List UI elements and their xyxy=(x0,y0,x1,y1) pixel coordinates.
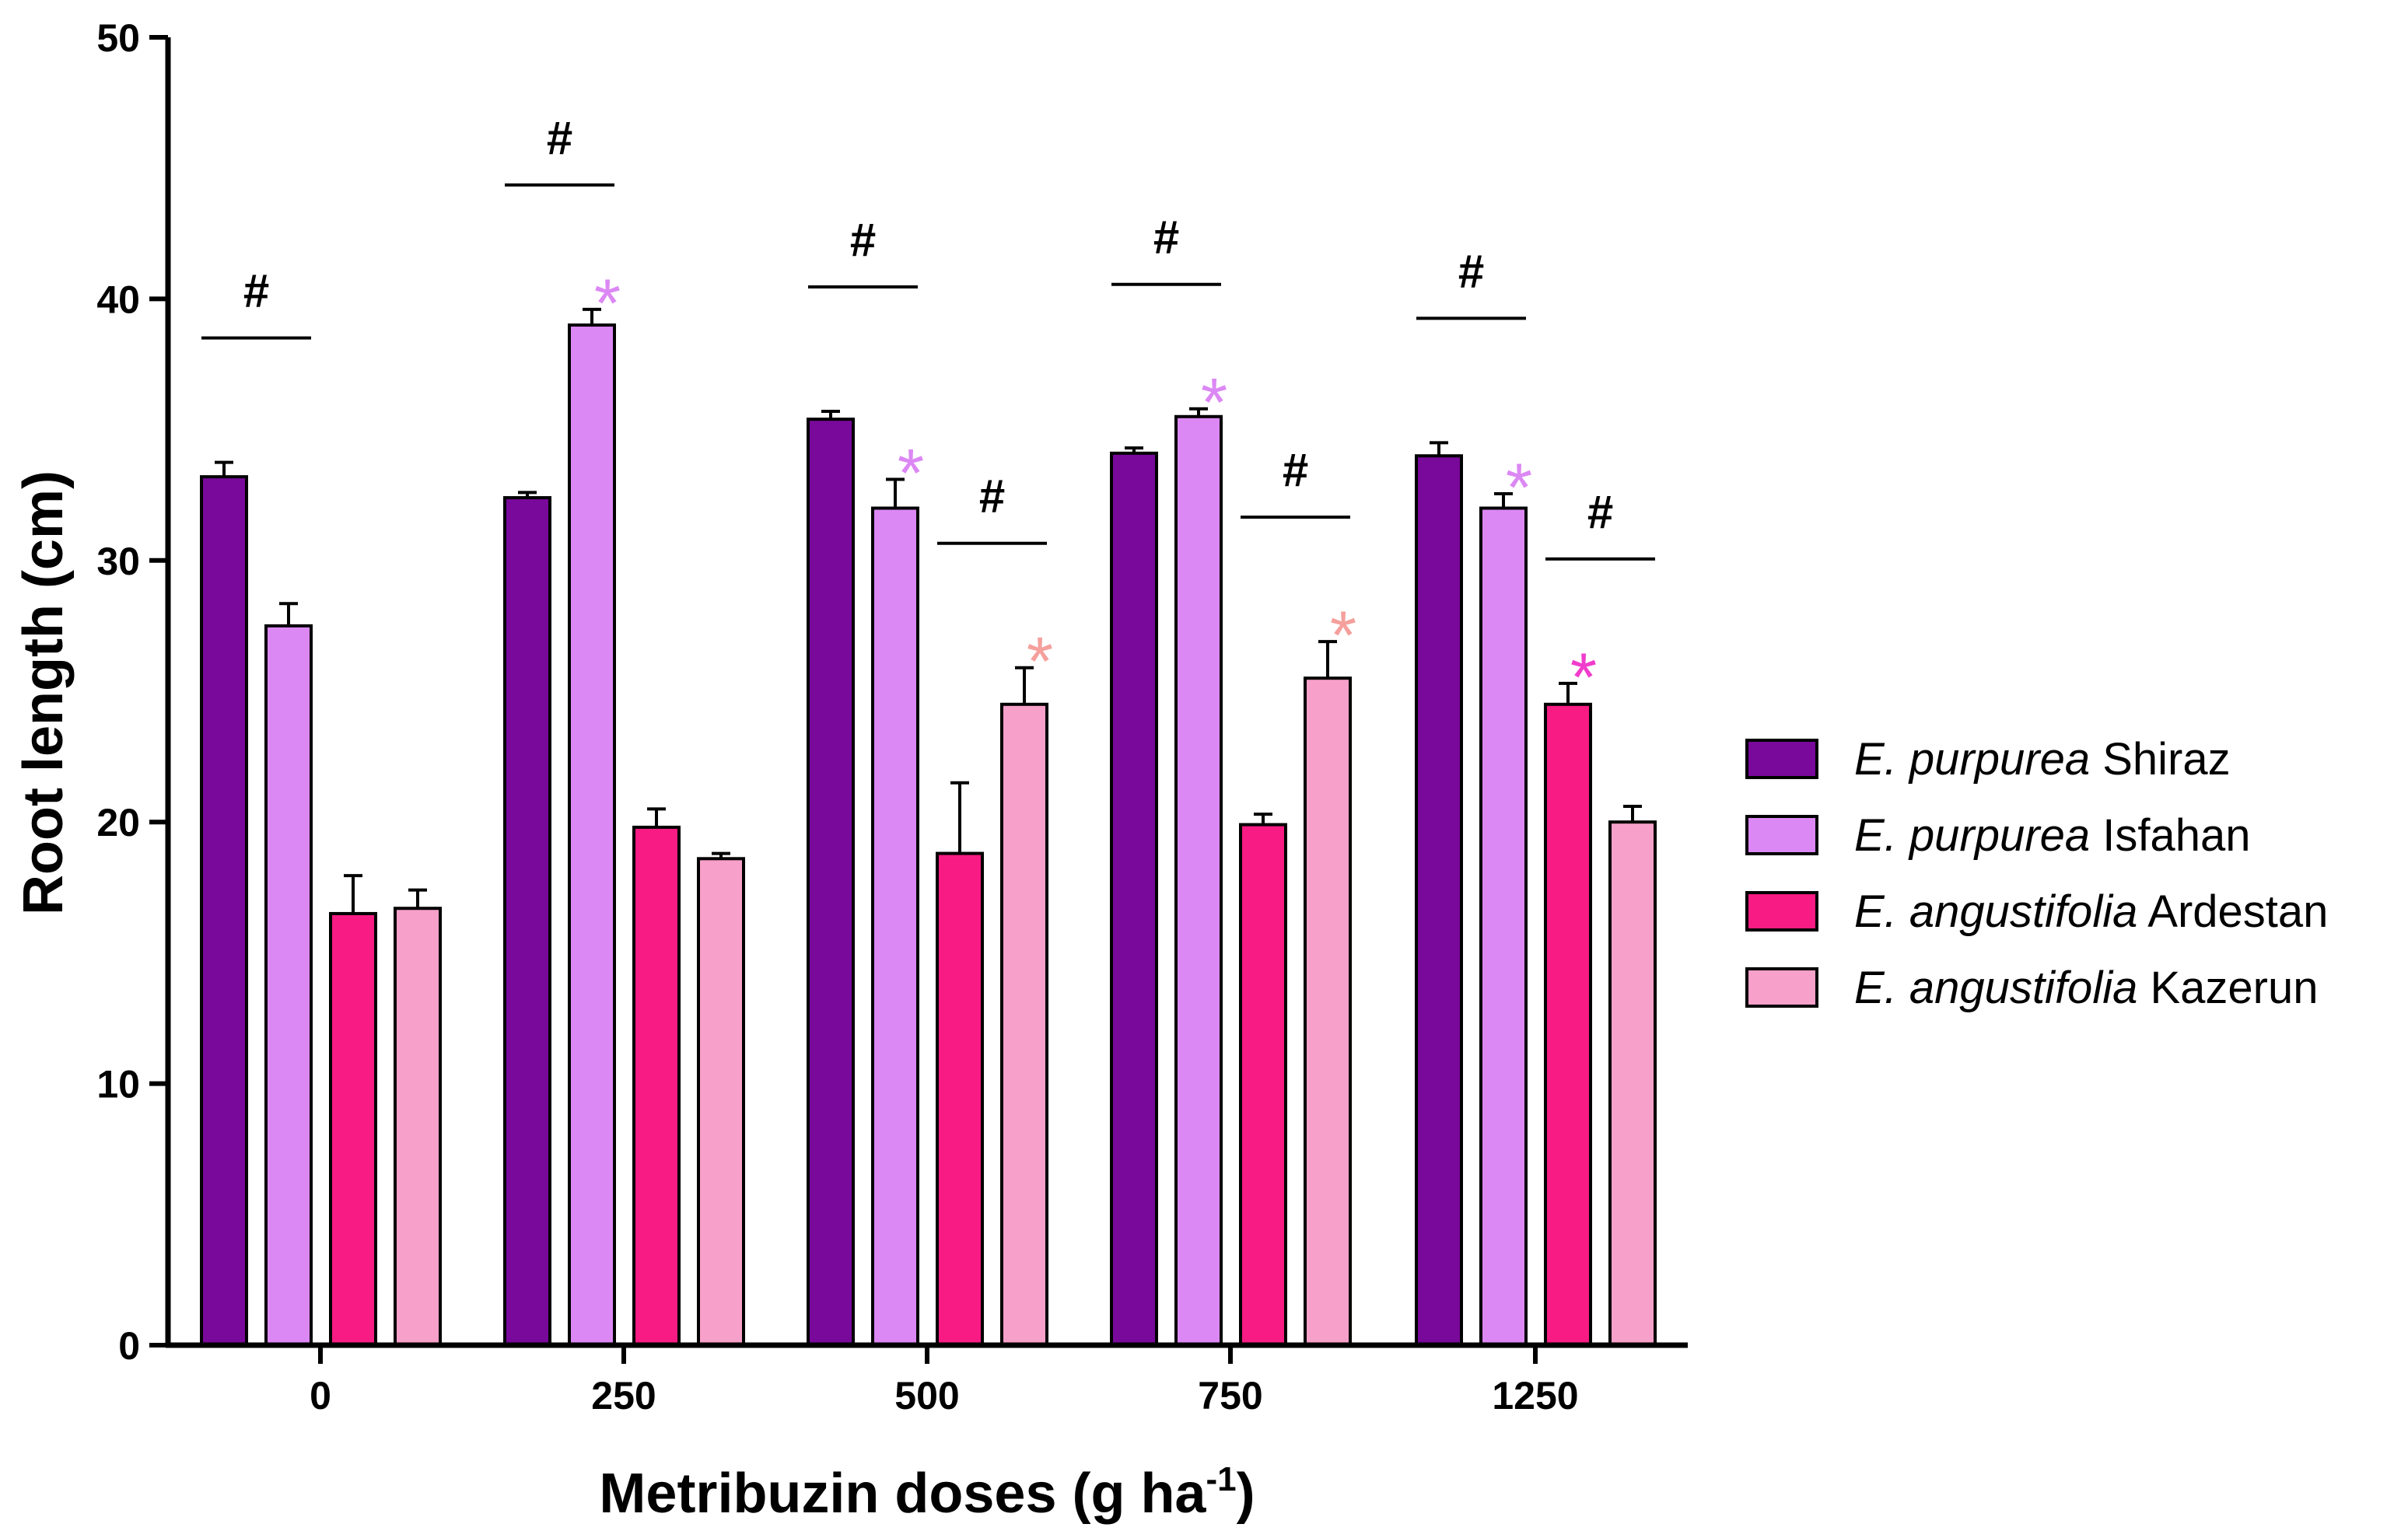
legend-swatch xyxy=(1745,815,1818,855)
x-axis-title: Metribuzin doses (g ha-1) xyxy=(599,1460,1255,1525)
bar xyxy=(1239,823,1287,1347)
bar xyxy=(632,825,681,1347)
significance-star: * xyxy=(1570,638,1597,715)
legend-swatch xyxy=(1745,739,1818,779)
significance-hash: # xyxy=(1153,211,1179,264)
legend-label: E. purpurea Shiraz xyxy=(1854,734,2231,785)
plot-area xyxy=(200,307,1657,1347)
bar xyxy=(1608,820,1657,1347)
significance-hash: # xyxy=(1458,245,1484,297)
y-tick-label: 10 xyxy=(96,1063,140,1106)
bar xyxy=(503,496,551,1347)
x-tick-label: 250 xyxy=(591,1374,656,1417)
legend: E. purpurea Shiraz E. purpurea Isfahan E. … xyxy=(1745,734,2328,1013)
bar xyxy=(329,911,377,1347)
y-tick-label: 20 xyxy=(96,801,140,844)
significance-hash: # xyxy=(243,265,269,317)
significance-star: * xyxy=(1506,449,1532,526)
significance-star: * xyxy=(898,435,924,512)
bar xyxy=(264,624,313,1347)
significance-hash: # xyxy=(1283,444,1308,496)
bar xyxy=(200,475,248,1347)
legend-label: E. angustifolia Kazerun xyxy=(1854,963,2319,1013)
bar xyxy=(394,907,442,1347)
significance-hash: # xyxy=(850,214,876,266)
legend-swatch xyxy=(1745,891,1818,932)
y-tick-label: 40 xyxy=(96,278,140,321)
y-tick-label: 50 xyxy=(96,16,140,60)
x-tick-label: 0 xyxy=(310,1374,331,1417)
bar xyxy=(1000,702,1048,1347)
x-tick-label: 1250 xyxy=(1492,1374,1578,1417)
legend-label: E. purpurea Isfahan xyxy=(1854,810,2250,861)
bar xyxy=(807,418,855,1347)
y-tick-label: 0 xyxy=(118,1324,140,1368)
bar xyxy=(871,506,919,1347)
significance-hash: # xyxy=(979,470,1005,523)
legend-label: E. angustifolia Ardestan xyxy=(1854,886,2328,937)
y-tick-label: 30 xyxy=(96,540,140,583)
significance-star: * xyxy=(1330,596,1356,673)
bar xyxy=(697,857,745,1347)
bar xyxy=(1304,676,1352,1347)
annotations: # # # # # # # # * * * * * * * xyxy=(201,112,1655,715)
bar xyxy=(1415,454,1463,1347)
bar xyxy=(1174,414,1223,1347)
significance-hash: # xyxy=(547,112,572,164)
bar xyxy=(1479,506,1528,1347)
bar xyxy=(1110,451,1158,1347)
significance-hash: # xyxy=(1587,486,1613,538)
significance-star: * xyxy=(1201,364,1227,441)
bar xyxy=(936,851,984,1347)
x-axis-title-superscript: -1 xyxy=(1206,1460,1236,1498)
bar xyxy=(568,323,616,1347)
significance-star: * xyxy=(594,264,621,341)
x-tick-label: 500 xyxy=(894,1374,959,1417)
bar xyxy=(1544,702,1592,1347)
legend-swatch xyxy=(1745,967,1818,1008)
x-tick-label: 750 xyxy=(1198,1374,1262,1417)
y-axis-title: Root length (cm) xyxy=(12,470,75,915)
significance-star: * xyxy=(1027,623,1053,700)
